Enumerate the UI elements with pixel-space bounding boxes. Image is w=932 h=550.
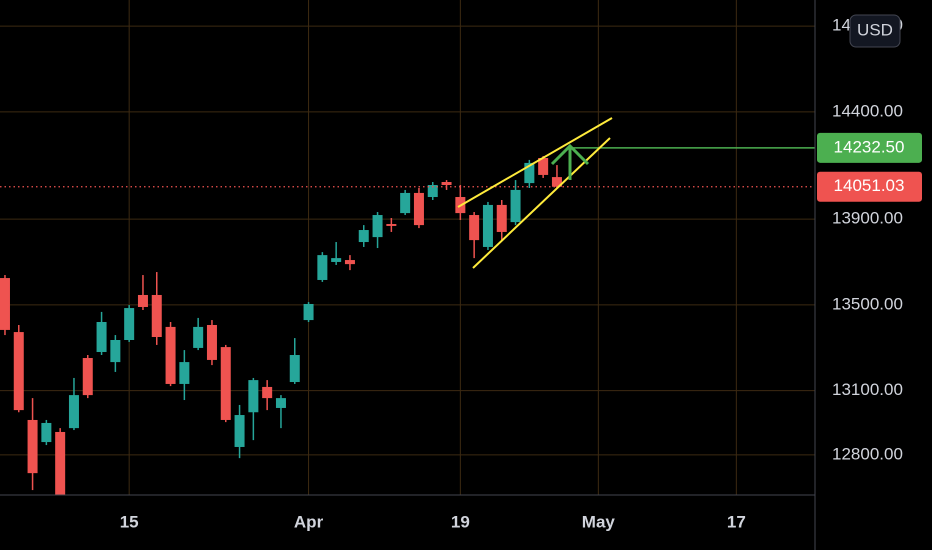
x-tick-label: 15 (120, 512, 139, 531)
currency-badge[interactable] (849, 14, 901, 48)
candle-body (0, 278, 10, 330)
wedge-lower-line (472, 137, 611, 269)
plot-area (0, 147, 815, 495)
y-tick-label: 14400.00 (832, 101, 903, 120)
price-badge-label: 14232.50 (834, 137, 905, 156)
candle-body (524, 162, 535, 184)
candle-body (317, 255, 328, 280)
candle-body (27, 419, 38, 474)
price-badge-label: 14051.03 (834, 176, 905, 195)
candle-body (400, 192, 411, 214)
y-tick-label: 13500.00 (832, 294, 903, 313)
wedge-upper-line (457, 117, 613, 208)
candle-body (275, 398, 286, 408)
candle-body (193, 326, 204, 348)
candle-body (413, 192, 424, 226)
candle-body (303, 303, 314, 321)
candle-body (496, 204, 507, 232)
candle-body (344, 260, 355, 265)
candle-body (220, 347, 231, 420)
candle-body (551, 177, 562, 187)
candle-body (137, 294, 148, 307)
candle-body (165, 326, 176, 384)
arrow-head (550, 143, 590, 166)
candle-body (469, 215, 480, 241)
price-badge (817, 132, 922, 163)
candle-body (482, 204, 493, 247)
currency-label: USD (857, 20, 893, 39)
x-tick-label: 19 (451, 512, 470, 531)
candle-body (68, 395, 79, 429)
x-tick-label: May (582, 512, 616, 531)
price-badge (817, 171, 922, 202)
candle-body (538, 157, 549, 175)
candle-body (179, 362, 190, 384)
y-tick-label: 13100.00 (832, 380, 903, 399)
candle-body (110, 340, 121, 363)
y-tick-label: 12800.00 (832, 444, 903, 463)
candle-body (55, 431, 66, 495)
candle-body (386, 224, 397, 226)
candle-body (13, 332, 24, 411)
candle-body (151, 294, 162, 338)
candle-body (331, 258, 342, 262)
candle-body (289, 355, 300, 383)
candle-body (124, 308, 135, 341)
drawings (457, 117, 613, 269)
grid (0, 0, 815, 495)
x-tick-label: 17 (727, 512, 746, 531)
y-tick-label: 13900.00 (832, 209, 903, 228)
candle-body (510, 189, 521, 223)
candle-body (262, 386, 273, 399)
candle-body (248, 380, 259, 413)
candle-body (372, 215, 383, 238)
candle-body (358, 230, 369, 243)
candle-body (206, 324, 217, 360)
candle-body (441, 182, 452, 186)
candle-body (427, 185, 438, 198)
candle-body (41, 422, 52, 443)
candle-body (234, 415, 245, 447)
x-tick-label: Apr (294, 512, 324, 531)
candle-body (96, 321, 107, 353)
candle-body (82, 358, 93, 396)
